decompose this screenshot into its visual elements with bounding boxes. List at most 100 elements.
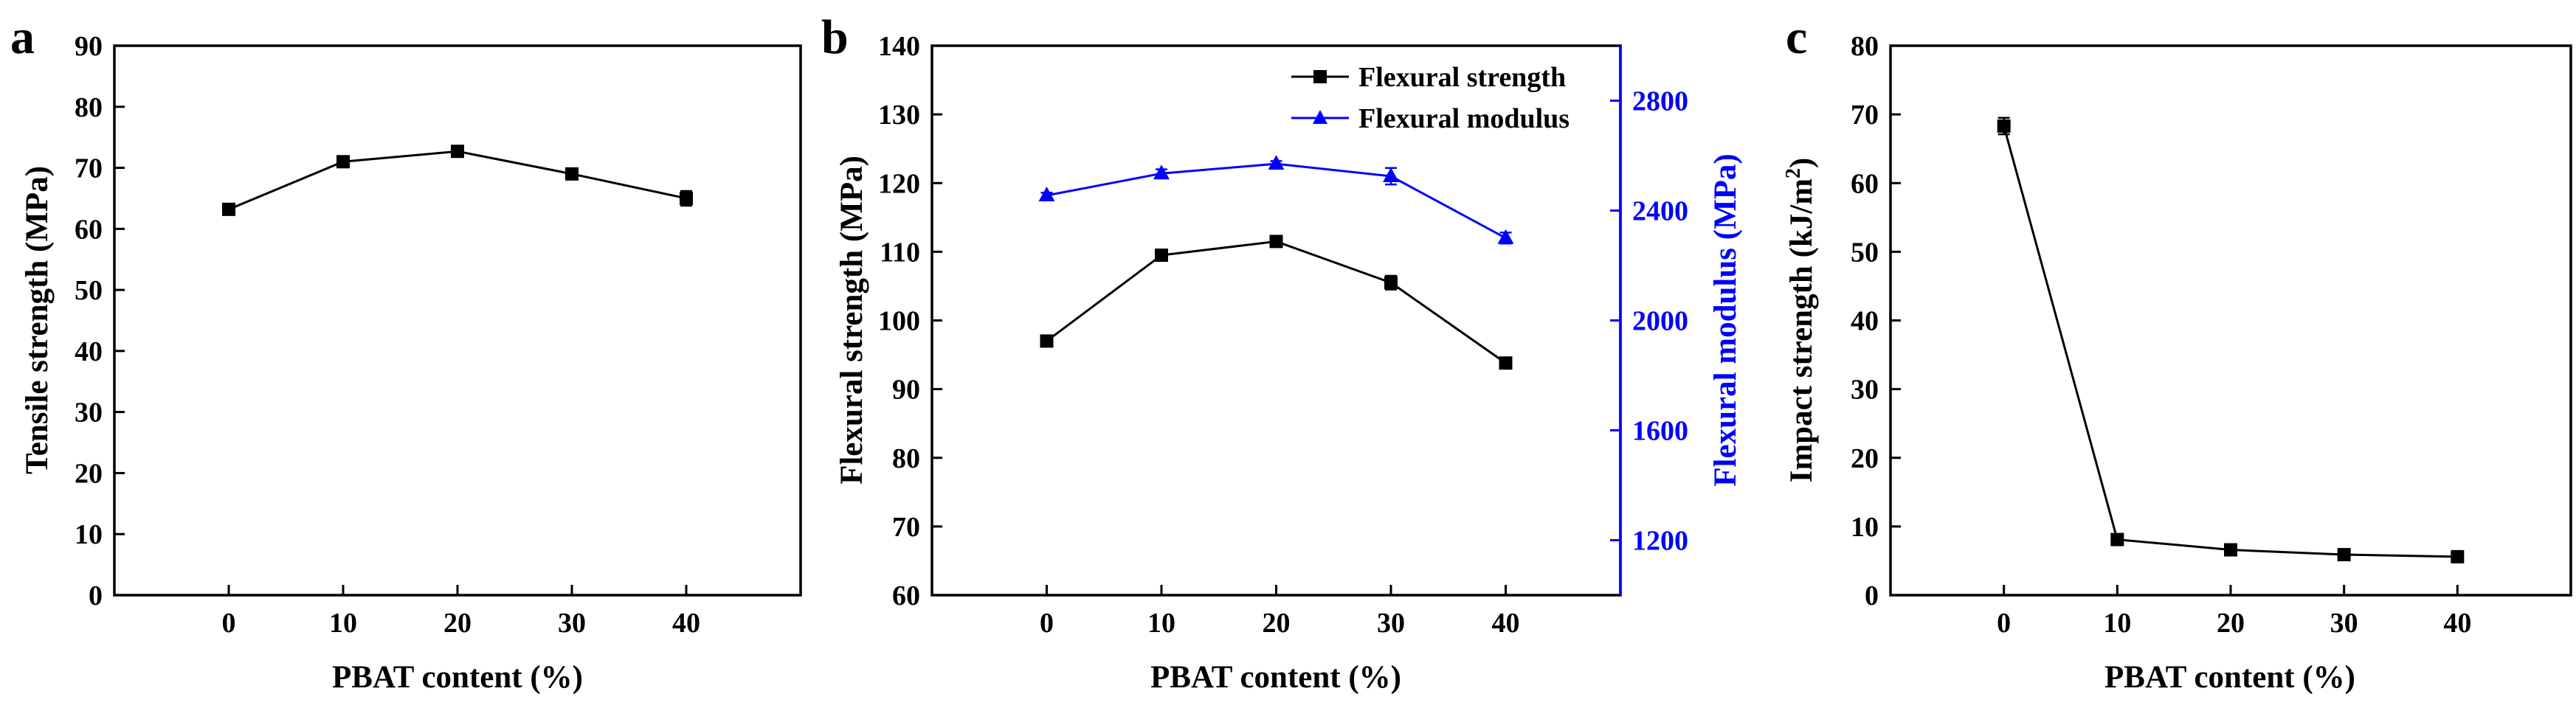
x-tick-label: 40 bbox=[1492, 608, 1520, 639]
data-point bbox=[336, 155, 350, 169]
data-point bbox=[1268, 155, 1285, 170]
data-point bbox=[1497, 229, 1514, 244]
x-tick-label: 30 bbox=[1377, 608, 1405, 639]
x-tick-label: 10 bbox=[1147, 608, 1175, 639]
legend-item-flexural-modulus: Flexural modulus bbox=[1291, 103, 1570, 134]
x-tick-label: 40 bbox=[2443, 608, 2471, 639]
data-point bbox=[1038, 187, 1055, 202]
y-tick-label: 140 bbox=[878, 31, 920, 62]
data-point bbox=[1499, 356, 1513, 370]
y-tick-label: 40 bbox=[75, 336, 103, 367]
panel-a: a 0 10 20 30 40 0 10 20 30 40 50 60 70 80 90 PBAT cont… bbox=[10, 10, 802, 695]
y-tick-label: 90 bbox=[892, 375, 920, 406]
data-point bbox=[680, 191, 693, 205]
y-tick-label: 20 bbox=[75, 458, 103, 489]
x-tick-label: 40 bbox=[672, 608, 700, 639]
legend-item-flexural-strength: Flexural strength bbox=[1291, 62, 1566, 93]
plot-marks: 0 10 20 30 40 60 70 80 90 100 110 120 130 140 1200 1600… bbox=[878, 31, 1688, 639]
y-tick-label: 120 bbox=[878, 168, 920, 199]
y-tick-label: 0 bbox=[1865, 580, 1879, 611]
y-tick-label-right: 1200 bbox=[1632, 526, 1688, 557]
y-tick-label: 90 bbox=[75, 31, 103, 62]
y-tick-label: 20 bbox=[1851, 443, 1879, 474]
data-point bbox=[1383, 167, 1399, 182]
data-point bbox=[2337, 548, 2351, 562]
x-tick-label: 30 bbox=[558, 608, 586, 639]
legend-marker-flexural-strength bbox=[1313, 70, 1327, 83]
y-tick-label: 80 bbox=[75, 92, 103, 123]
legend-label-flexural-modulus: Flexural modulus bbox=[1358, 103, 1570, 134]
panel-c: c 0 10 20 30 40 0 10 20 30 40 50 60 70 80 PBAT conten… bbox=[1782, 10, 2572, 695]
panel-b: b 0 10 20 30 40 60 70 80 90 100 110 120 130 140 1200 16… bbox=[821, 10, 1743, 695]
plot-frame bbox=[1889, 44, 2572, 597]
y-tick-label: 130 bbox=[878, 100, 920, 131]
data-point bbox=[565, 167, 579, 181]
y-tick-label: 40 bbox=[1851, 306, 1879, 337]
y-tick-label: 10 bbox=[75, 519, 103, 550]
y-axis-label-superscript: 2 bbox=[1782, 168, 1805, 178]
x-tick-label: 0 bbox=[1997, 608, 2011, 639]
y-tick-label-right: 2800 bbox=[1632, 86, 1688, 117]
data-point bbox=[1040, 334, 1054, 348]
x-tick-label: 30 bbox=[2330, 608, 2358, 639]
data-point bbox=[1997, 119, 2011, 133]
y-tick-label: 60 bbox=[1851, 168, 1879, 199]
y-tick-label: 10 bbox=[1851, 512, 1879, 543]
x-tick-label: 0 bbox=[1040, 608, 1054, 639]
y-tick-label: 60 bbox=[75, 214, 103, 245]
y-tick-label-right: 2000 bbox=[1632, 306, 1688, 337]
data-point bbox=[1155, 249, 1168, 263]
data-point bbox=[2451, 549, 2465, 563]
y-tick-label: 110 bbox=[880, 237, 920, 268]
data-point bbox=[1269, 235, 1283, 249]
y-tick-label: 70 bbox=[1851, 100, 1879, 131]
data-point bbox=[451, 145, 464, 159]
y-axis-label: Tensile strength (MPa) bbox=[20, 166, 55, 474]
data-point bbox=[2224, 543, 2237, 557]
y-axis-label: Impact strength (kJ/m2) bbox=[1782, 158, 1819, 483]
y-tick-label: 30 bbox=[1851, 375, 1879, 406]
series-line-tensile-strength bbox=[228, 150, 687, 211]
y-axis-label-end: ) bbox=[1784, 158, 1819, 168]
x-tick-label: 20 bbox=[443, 608, 472, 639]
y-tick-label: 0 bbox=[89, 580, 103, 611]
plot-marks: 0 10 20 30 40 0 10 20 30 40 50 60 70 80 90 bbox=[75, 31, 700, 639]
data-point bbox=[2110, 532, 2124, 546]
x-axis-label: PBAT content (%) bbox=[332, 660, 583, 695]
panel-label: a bbox=[10, 10, 35, 64]
legend-label-flexural-strength: Flexural strength bbox=[1358, 62, 1566, 93]
y-tick-label: 60 bbox=[892, 580, 920, 611]
y-tick-label: 70 bbox=[75, 153, 103, 184]
y-axis-label-main: Impact strength (kJ/m bbox=[1784, 178, 1819, 483]
plot-marks: 0 10 20 30 40 0 10 20 30 40 50 60 70 80 bbox=[1851, 31, 2471, 639]
x-axis-label: PBAT content (%) bbox=[2104, 660, 2355, 695]
y-tick-label: 50 bbox=[1851, 237, 1879, 268]
y-tick-label: 80 bbox=[892, 443, 920, 474]
y-tick-label: 100 bbox=[878, 306, 920, 337]
x-tick-label: 20 bbox=[1263, 608, 1291, 639]
x-tick-label: 10 bbox=[2103, 608, 2131, 639]
panel-label: c bbox=[1786, 10, 1807, 64]
series-line-flexural-strength bbox=[1046, 240, 1507, 364]
x-tick-label: 10 bbox=[329, 608, 357, 639]
y-tick-label: 70 bbox=[892, 512, 920, 543]
y-tick-label-right: 2400 bbox=[1632, 196, 1688, 227]
data-point bbox=[222, 202, 235, 216]
panel-label: b bbox=[821, 10, 849, 64]
x-axis-label: PBAT content (%) bbox=[1150, 660, 1401, 695]
legend: Flexural strength Flexural modulus bbox=[1291, 62, 1570, 134]
y-tick-label: 80 bbox=[1851, 31, 1879, 62]
legend-marker-flexural-modulus bbox=[1313, 110, 1327, 124]
plot-frame bbox=[113, 44, 802, 597]
x-tick-label: 0 bbox=[222, 608, 236, 639]
series-line-impact-strength bbox=[2003, 125, 2458, 558]
data-point bbox=[1384, 276, 1398, 290]
y-tick-label: 50 bbox=[75, 275, 103, 306]
y-tick-label-right: 1600 bbox=[1632, 416, 1688, 447]
y-axis-label-right: Flexural modulus (MPa) bbox=[1708, 153, 1743, 486]
y-tick-label: 30 bbox=[75, 398, 103, 428]
series-line-flexural-modulus bbox=[1046, 162, 1507, 240]
y-axis-label: Flexural strength (MPa) bbox=[835, 156, 869, 485]
x-tick-label: 20 bbox=[2217, 608, 2245, 639]
